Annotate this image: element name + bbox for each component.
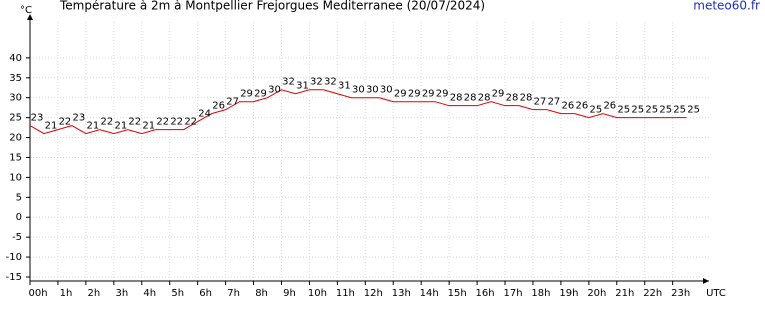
y-tick-label: -5 bbox=[12, 232, 22, 243]
value-label: 22 bbox=[156, 117, 169, 128]
value-label: 30 bbox=[352, 85, 365, 96]
value-label: 23 bbox=[31, 113, 44, 124]
value-label: 26 bbox=[562, 101, 575, 112]
y-tick-label: 15 bbox=[9, 152, 22, 163]
x-tick-label: 3h bbox=[115, 288, 128, 299]
value-label: 22 bbox=[184, 117, 197, 128]
value-label: 25 bbox=[645, 105, 658, 116]
x-tick-label: 8h bbox=[255, 288, 268, 299]
x-tick-label: 5h bbox=[171, 288, 184, 299]
x-tick-label: 23h bbox=[671, 288, 690, 299]
y-tick-label: 20 bbox=[9, 133, 22, 144]
value-label: 32 bbox=[282, 77, 295, 88]
x-tick-label: 1h bbox=[60, 288, 73, 299]
value-label: 28 bbox=[520, 93, 533, 104]
value-label: 30 bbox=[366, 85, 379, 96]
value-label: 27 bbox=[226, 97, 239, 108]
x-tick-label: 10h bbox=[308, 288, 327, 299]
y-axis-label: °C bbox=[20, 5, 32, 16]
x-tick-label: 7h bbox=[227, 288, 240, 299]
x-tick-label: 20h bbox=[587, 288, 606, 299]
y-tick-label: 10 bbox=[9, 172, 22, 183]
value-label: 25 bbox=[687, 105, 700, 116]
value-label: 23 bbox=[73, 113, 86, 124]
value-label: 22 bbox=[170, 117, 183, 128]
x-tick-label: 14h bbox=[420, 288, 439, 299]
x-tick-label: 19h bbox=[559, 288, 578, 299]
temperature-line bbox=[29, 89, 687, 135]
x-tick-label: 4h bbox=[143, 288, 156, 299]
value-label: 21 bbox=[87, 121, 100, 132]
y-tick-label: 0 bbox=[16, 212, 22, 223]
value-label: 22 bbox=[128, 117, 141, 128]
value-label: 31 bbox=[296, 81, 309, 92]
source-link[interactable]: meteo60.fr bbox=[693, 0, 760, 13]
value-label: 28 bbox=[464, 93, 477, 104]
y-tick-label: 25 bbox=[9, 113, 22, 124]
x-tick-label: 12h bbox=[364, 288, 383, 299]
y-tick-label: -10 bbox=[6, 252, 22, 263]
x-tick-label: 6h bbox=[199, 288, 212, 299]
x-tick-label: 17h bbox=[503, 288, 522, 299]
value-label: 29 bbox=[436, 89, 449, 100]
x-tick-label: 22h bbox=[643, 288, 662, 299]
value-label: 31 bbox=[338, 81, 351, 92]
value-label: 22 bbox=[59, 117, 72, 128]
value-label: 25 bbox=[631, 105, 644, 116]
y-axis-arrow bbox=[27, 14, 33, 20]
x-tick-label: 00h bbox=[28, 288, 47, 299]
value-label: 27 bbox=[534, 97, 547, 108]
value-label: 29 bbox=[254, 89, 267, 100]
y-tick-label: 40 bbox=[9, 53, 22, 64]
value-label: 28 bbox=[478, 93, 491, 104]
value-label: 32 bbox=[310, 77, 323, 88]
x-axis-label: UTC bbox=[706, 288, 726, 299]
x-tick-label: 11h bbox=[336, 288, 355, 299]
value-label: 26 bbox=[603, 101, 616, 112]
value-label: 21 bbox=[45, 121, 58, 132]
value-label: 24 bbox=[198, 109, 211, 120]
value-label: 29 bbox=[422, 89, 435, 100]
y-tick-label: 30 bbox=[9, 93, 22, 104]
x-axis-arrow bbox=[703, 278, 709, 284]
value-label: 28 bbox=[450, 93, 463, 104]
value-label: 25 bbox=[659, 105, 672, 116]
value-label: 25 bbox=[589, 105, 602, 116]
x-tick-label: 21h bbox=[615, 288, 634, 299]
value-label: 29 bbox=[394, 89, 407, 100]
chart-title: Température à 2m à Montpellier Frejorgue… bbox=[59, 0, 485, 13]
value-label: 32 bbox=[324, 77, 337, 88]
y-tick-label: 5 bbox=[16, 192, 22, 203]
x-tick-label: 18h bbox=[531, 288, 550, 299]
value-label: 26 bbox=[212, 101, 225, 112]
value-label: 30 bbox=[380, 85, 393, 96]
value-label: 26 bbox=[576, 101, 589, 112]
value-label: 27 bbox=[548, 97, 561, 108]
value-label: 30 bbox=[268, 85, 281, 96]
value-label: 29 bbox=[492, 89, 505, 100]
value-label: 28 bbox=[506, 93, 519, 104]
y-tick-label: 35 bbox=[9, 73, 22, 84]
x-tick-label: 13h bbox=[392, 288, 411, 299]
y-tick-label: -15 bbox=[6, 272, 22, 283]
value-label: 25 bbox=[673, 105, 686, 116]
x-tick-label: 9h bbox=[283, 288, 296, 299]
x-tick-label: 2h bbox=[88, 288, 101, 299]
x-tick-label: 15h bbox=[448, 288, 467, 299]
value-label: 21 bbox=[114, 121, 127, 132]
value-label: 22 bbox=[100, 117, 113, 128]
x-tick-label: 16h bbox=[476, 288, 495, 299]
value-label: 25 bbox=[617, 105, 630, 116]
value-label: 29 bbox=[408, 89, 421, 100]
value-label: 21 bbox=[142, 121, 155, 132]
value-label: 29 bbox=[240, 89, 253, 100]
